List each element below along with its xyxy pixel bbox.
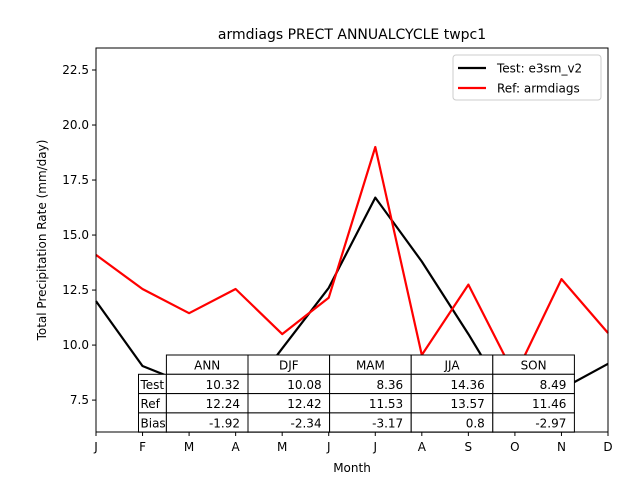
table-header-mam: MAM: [356, 359, 385, 373]
stats-table: ANN DJF MAM JJA SON Test 10.32 10.08 8.36 14.36 8.…: [138, 354, 575, 433]
table-value: -1.92: [209, 416, 240, 430]
x-tick-label: A: [418, 440, 427, 454]
table-value: 10.32: [206, 378, 240, 392]
table-header-ann: ANN: [194, 359, 220, 373]
table-row-label: Test: [140, 378, 165, 392]
legend-box: [452, 54, 602, 101]
x-tick-label: A: [232, 440, 241, 454]
table-row-label: Ref: [141, 397, 161, 411]
chart-title: armdiags PRECT ANNUALCYCLE twpc1: [218, 27, 486, 43]
plot-frame: [95, 47, 609, 433]
x-tick-label: M: [277, 440, 287, 454]
table-value: 8.36: [376, 378, 403, 392]
table-value: 8.49: [540, 378, 567, 392]
legend-label: Test: e3sm_v2: [496, 62, 582, 76]
table-header-jja: JJA: [443, 359, 460, 373]
x-tick-label: S: [465, 440, 473, 454]
y-tick-label: 15.0: [62, 228, 89, 242]
y-tick-label: 7.5: [70, 393, 89, 407]
table-value: 11.46: [532, 397, 566, 411]
table-value: 0.8: [466, 416, 485, 430]
x-tick-label: M: [184, 440, 194, 454]
x-tick-label: J: [372, 440, 377, 454]
table-value: 13.57: [450, 397, 484, 411]
y-axis-label: Total Precipitation Rate (mm/day): [35, 140, 49, 342]
table-header-son: SON: [521, 359, 547, 373]
table-value: 14.36: [450, 378, 484, 392]
y-tick-label: 10.0: [62, 338, 89, 352]
y-tick-label: 22.5: [62, 63, 89, 77]
legend-label: Ref: armdiags: [497, 82, 580, 96]
y-tick-label: 20.0: [62, 118, 89, 132]
x-tick-label: F: [139, 440, 146, 454]
y-axis-ticks: 7.5 10.0 12.5 15.0 17.5 20.0 22.5: [62, 63, 96, 407]
x-tick-label: D: [603, 440, 612, 454]
x-tick-label: N: [557, 440, 566, 454]
x-tick-label: O: [510, 440, 519, 454]
x-axis-label: Month: [333, 461, 371, 475]
y-tick-label: 17.5: [62, 173, 89, 187]
x-tick-label: J: [326, 440, 331, 454]
table-row-label: Bias: [141, 416, 166, 430]
table-value: 10.08: [287, 378, 321, 392]
table-value: 12.42: [287, 397, 321, 411]
table-value: -2.97: [535, 416, 566, 430]
legend: Test: e3sm_v2 Ref: armdiags: [452, 54, 602, 101]
table-value: 12.24: [206, 397, 240, 411]
table-value: -2.34: [291, 416, 322, 430]
table-value: 11.53: [369, 397, 403, 411]
table-header-djf: DJF: [279, 359, 299, 373]
table-value: -3.17: [372, 416, 403, 430]
y-tick-label: 12.5: [62, 283, 89, 297]
series-line-ref: [95, 145, 609, 377]
x-tick-label: J: [93, 440, 98, 454]
